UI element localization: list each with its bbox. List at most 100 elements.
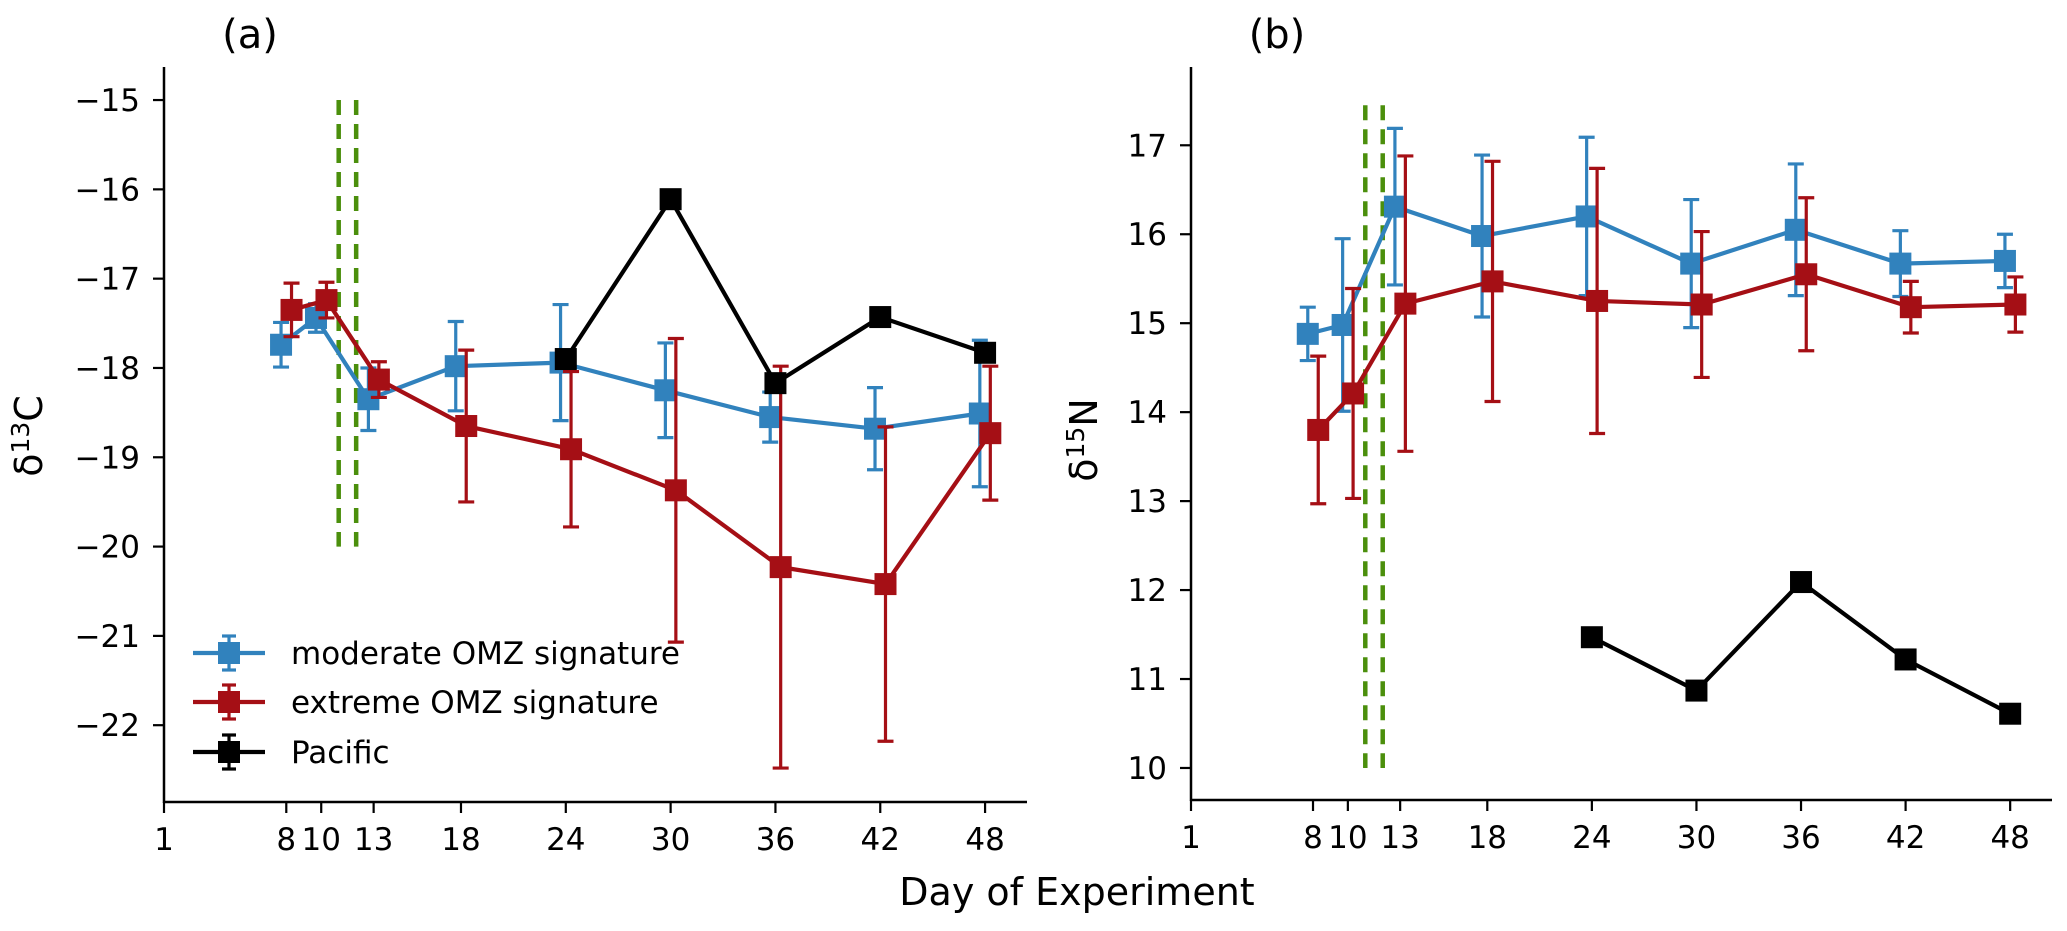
ylabel-superscript: 15 xyxy=(1061,427,1090,459)
panel-a-y-tick-label: −15 xyxy=(75,83,140,119)
panel-b-label: (b) xyxy=(1249,12,1306,58)
panel-b-ylabel: δ15N xyxy=(1061,398,1106,482)
panel-b-marker-extreme-day-30 xyxy=(1690,293,1713,316)
panel-b-marker-extreme-day-18 xyxy=(1481,270,1504,293)
panel-b-marker-pacific-day-36 xyxy=(1790,571,1813,594)
panel-b-y-tick-label: 15 xyxy=(1128,306,1167,342)
panel-b-marker-extreme-day-36 xyxy=(1795,263,1818,286)
panel-b-marker-extreme-day-48 xyxy=(2004,293,2027,316)
panel-a-ylabel: δ13C xyxy=(6,395,51,477)
panel-b-marker-extreme-day-42 xyxy=(1899,296,1922,319)
panel-a-x-tick-label: 24 xyxy=(546,822,585,858)
panel-a-marker-extreme-day-48 xyxy=(979,422,1002,445)
panel-a-marker-pacific-day-36 xyxy=(764,372,787,395)
panel-a-series-extreme xyxy=(280,280,1002,770)
panel-b-marker-moderate-day-42 xyxy=(1889,252,1912,275)
panel-b-x-tick-label: 30 xyxy=(1677,820,1716,856)
panel-b-marker-moderate-day-18 xyxy=(1471,225,1494,248)
panel-a-marker-moderate-day-42 xyxy=(864,417,887,440)
panel-a-marker-moderate-day-36 xyxy=(759,406,782,429)
panel-a-x-tick-label: 18 xyxy=(441,822,480,858)
x-axis-label: Day of Experiment xyxy=(899,870,1254,914)
panel-a-marker-pacific-day-42 xyxy=(869,306,892,329)
panel-b-series-extreme xyxy=(1307,154,2027,506)
panel-b-event-lines xyxy=(1363,105,1385,768)
ylabel-delta: δ xyxy=(1062,459,1106,482)
legend-marker-extreme xyxy=(218,691,240,713)
legend-label-extreme: extreme OMZ signature xyxy=(291,685,659,721)
panel-a-y-tick-label: −20 xyxy=(75,530,140,566)
panel-a-x-tick-label: 8 xyxy=(276,822,296,858)
panel-b-marker-moderate-day-48 xyxy=(1993,249,2016,272)
panel-a-axes: −15−16−17−18−19−20−21−221 8 10 13 18 24 30 36 42… xyxy=(75,67,1027,858)
ylabel-element: N xyxy=(1062,398,1106,426)
panel-a-x-tick-label: 36 xyxy=(756,822,795,858)
panel-b-marker-pacific-day-42 xyxy=(1894,648,1917,671)
panel-a-marker-pacific-day-48 xyxy=(974,341,997,364)
panel-b-x-tick-label: 18 xyxy=(1468,820,1507,856)
panel-a-x-tick-label: 30 xyxy=(651,822,690,858)
panel-b-y-tick-label: 17 xyxy=(1128,128,1167,164)
panel-b-series-pacific xyxy=(1580,571,2022,725)
panel-a-y-tick-label: −19 xyxy=(75,440,140,476)
panel-a-marker-moderate-day-48 xyxy=(968,402,991,425)
panel-a-y-tick-label: −21 xyxy=(75,619,140,655)
panel-a-y-tick-label: −16 xyxy=(75,172,140,208)
panel-b-y-tick-label: 12 xyxy=(1128,573,1167,609)
legend-item-moderate: moderate OMZ signature xyxy=(193,634,680,672)
panel-a-marker-moderate-day-13 xyxy=(357,388,380,411)
panel-a-marker-extreme-day-30 xyxy=(664,479,687,502)
panel-a-marker-moderate-day-10 xyxy=(304,306,327,329)
legend-label-pacific: Pacific xyxy=(291,735,390,771)
panel-b-x-tick-label: 42 xyxy=(1886,820,1925,856)
panel-a-marker-pacific-day-30 xyxy=(659,188,682,211)
panel-b-marker-pacific-day-30 xyxy=(1685,679,1708,702)
legend-label-moderate: moderate OMZ signature xyxy=(291,636,680,672)
panel-a-series-pacific xyxy=(554,188,997,395)
panel-a-x-tick-label: 13 xyxy=(354,822,393,858)
panel-b-marker-pacific-day-24 xyxy=(1580,626,1603,649)
panel-b-marker-moderate-day-8 xyxy=(1296,322,1319,345)
panel-b-y-tick-label: 11 xyxy=(1128,662,1167,698)
panel-b-marker-extreme-day-13 xyxy=(1394,292,1417,315)
panel-a-x-tick-label: 42 xyxy=(861,822,900,858)
panel-b-series xyxy=(1296,126,2027,725)
ylabel-superscript: 13 xyxy=(6,422,35,454)
panel-b-x-tick-label: 48 xyxy=(1990,820,2029,856)
panel-b-marker-moderate-day-36 xyxy=(1784,218,1807,241)
panel-a-marker-extreme-day-8 xyxy=(280,298,303,321)
panel-a-y-tick-label: −18 xyxy=(75,351,140,387)
panel-a-marker-extreme-day-36 xyxy=(769,556,792,579)
panel-a-marker-moderate-day-18 xyxy=(444,355,467,378)
panel-a-d13c: (a) δ13C −15−16−17−18−19−20−21−221 8 10 13 1… xyxy=(6,12,1027,858)
legend: moderate OMZ signature extreme OMZ signat… xyxy=(193,634,680,771)
panel-b-series-moderate xyxy=(1296,126,2016,413)
legend-item-pacific: Pacific xyxy=(193,733,390,771)
panel-b-marker-moderate-day-30 xyxy=(1680,252,1703,275)
panel-b-x-tick-label: 24 xyxy=(1572,820,1611,856)
panel-a-marker-moderate-day-30 xyxy=(654,379,677,402)
panel-b-x-tick-label: 13 xyxy=(1380,820,1419,856)
legend-item-extreme: extreme OMZ signature xyxy=(193,683,659,721)
panel-a-x-tick-label: 1 xyxy=(154,822,174,858)
ylabel-delta: δ xyxy=(7,454,51,477)
ylabel-element: C xyxy=(7,395,51,422)
panel-b-y-tick-label: 10 xyxy=(1128,751,1167,787)
panel-a-marker-extreme-day-18 xyxy=(455,415,478,438)
panel-a-marker-moderate-day-8 xyxy=(270,333,293,356)
panel-b-marker-extreme-day-24 xyxy=(1586,289,1609,312)
panel-a-x-tick-label: 48 xyxy=(965,822,1004,858)
panel-b-x-tick-label: 36 xyxy=(1781,820,1820,856)
panel-b-marker-moderate-day-24 xyxy=(1575,205,1598,228)
panel-a-marker-extreme-day-10 xyxy=(315,289,338,312)
panel-b-marker-pacific-day-48 xyxy=(1999,702,2022,725)
panel-b-marker-moderate-day-10 xyxy=(1331,313,1354,336)
panel-a-marker-pacific-day-24 xyxy=(554,348,577,371)
legend-marker-pacific xyxy=(218,741,240,763)
panel-a-y-tick-label: −22 xyxy=(75,708,140,744)
legend-marker-moderate xyxy=(218,642,240,664)
